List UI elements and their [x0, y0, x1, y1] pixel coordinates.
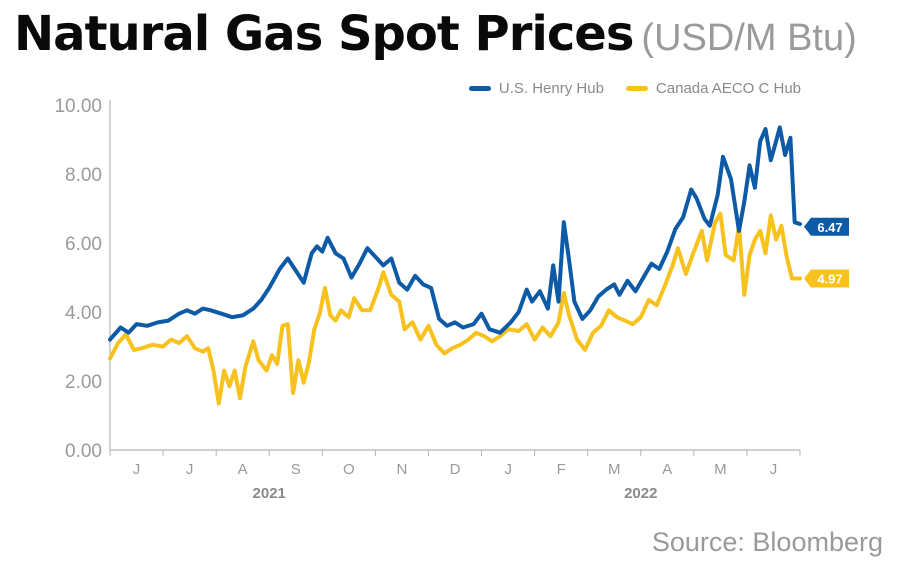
x-tick-label: J: [770, 461, 778, 478]
legend: U.S. Henry Hub Canada AECO C Hub: [468, 80, 801, 97]
legend-item-henry: U.S. Henry Hub: [468, 80, 604, 97]
series-line-aeco-c-hub: [108, 211, 802, 406]
y-tick-label: 8.00: [65, 165, 102, 186]
x-tick-label: J: [133, 461, 141, 478]
x-tick-label: J: [186, 461, 194, 478]
x-tick-label: D: [450, 461, 461, 478]
series-line-henry-hub: [108, 125, 802, 342]
title-unit: (USD/M Btu): [641, 17, 857, 59]
x-year-label: 2021: [253, 485, 286, 502]
x-tick-label: S: [291, 461, 301, 478]
x-year-label: 2022: [624, 485, 657, 502]
legend-swatch-aeco: [625, 86, 648, 91]
x-tick-label: N: [397, 461, 408, 478]
x-tick-label: F: [557, 461, 566, 478]
x-tick-label: O: [343, 461, 355, 478]
y-tick-label: 2.00: [65, 372, 102, 393]
end-value-label-aeco-c-hub: 4.97: [817, 272, 842, 287]
chart-title: Natural Gas Spot Prices (USD/M Btu): [14, 6, 857, 62]
y-tick-label: 0.00: [65, 441, 102, 462]
legend-swatch-henry: [468, 86, 491, 91]
legend-label-aeco: Canada AECO C Hub: [655, 80, 801, 97]
y-tick-label: 10.00: [54, 96, 102, 117]
end-label-tag-aeco-c-hub: [804, 269, 849, 288]
source-note: Source: Bloomberg: [651, 527, 883, 557]
x-tick-label: M: [608, 461, 621, 478]
x-tick-label: J: [504, 461, 512, 478]
end-label-tag-henry-hub: [804, 217, 849, 236]
x-tick-label: A: [238, 461, 248, 478]
x-tick-label: A: [662, 461, 672, 478]
title-text: Natural Gas Spot Prices: [14, 6, 634, 62]
x-tick-label: M: [714, 461, 727, 478]
end-value-label-henry-hub: 6.47: [817, 220, 842, 235]
y-tick-label: 4.00: [65, 303, 102, 324]
legend-label-henry: U.S. Henry Hub: [498, 80, 604, 97]
y-tick-label: 6.00: [65, 234, 102, 255]
legend-item-aeco: Canada AECO C Hub: [625, 80, 801, 97]
